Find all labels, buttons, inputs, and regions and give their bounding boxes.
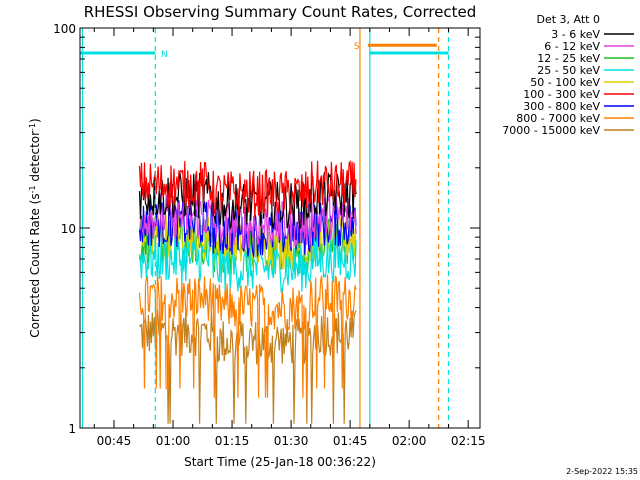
x-tick-label-01:15: 01:15 bbox=[215, 434, 250, 448]
y-tick-label-10: 10 bbox=[61, 222, 76, 236]
y-tick-label-1: 1 bbox=[68, 422, 76, 436]
series-line-9 bbox=[139, 308, 357, 424]
chart-title: RHESSI Observing Summary Count Rates, Co… bbox=[84, 3, 477, 21]
x-tick-label-02:15: 02:15 bbox=[451, 434, 486, 448]
legend-label-1: 3 - 6 keV bbox=[551, 28, 600, 41]
marker-label-N: N bbox=[161, 50, 168, 60]
x-tick-label-01:00: 01:00 bbox=[156, 434, 191, 448]
marker-label-S: S bbox=[354, 42, 360, 52]
legend-label-5: 50 - 100 keV bbox=[530, 76, 600, 89]
y-tick-label-100: 100 bbox=[53, 22, 76, 36]
x-tick-label-00:45: 00:45 bbox=[97, 434, 132, 448]
legend-label-7: 300 - 800 keV bbox=[523, 100, 600, 113]
legend-label-2: 6 - 12 keV bbox=[544, 40, 600, 53]
legend-label-6: 100 - 300 keV bbox=[523, 88, 600, 101]
x-tick-label-02:00: 02:00 bbox=[392, 434, 427, 448]
legend-header: Det 3, Att 0 bbox=[537, 13, 601, 26]
y-axis-label: Corrected Count Rate (s-1 detector-1) bbox=[28, 118, 43, 337]
footer-date: 2-Sep-2022 15:35 bbox=[566, 467, 638, 476]
series-line-8 bbox=[138, 274, 357, 398]
series-line-6 bbox=[138, 159, 357, 218]
x-tick-label-01:30: 01:30 bbox=[274, 434, 309, 448]
x-axis-label: Start Time (25-Jan-18 00:36:22) bbox=[184, 455, 376, 469]
series-line-4 bbox=[138, 235, 357, 293]
x-tick-label-01:45: 01:45 bbox=[333, 434, 368, 448]
legend-label-4: 25 - 50 keV bbox=[537, 64, 600, 77]
legend-label-8: 800 - 7000 keV bbox=[516, 112, 600, 125]
series-line-2 bbox=[139, 192, 357, 250]
legend-label-3: 12 - 25 keV bbox=[537, 52, 600, 65]
legend-label-9: 7000 - 15000 keV bbox=[502, 124, 600, 137]
